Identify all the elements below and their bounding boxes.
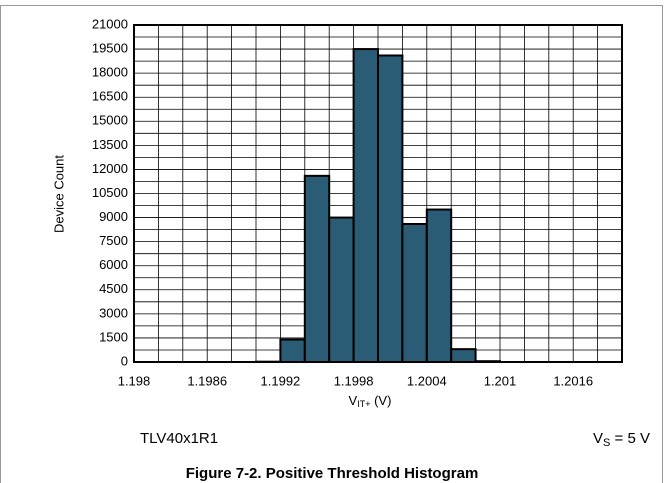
x-tick-label: 1.2004 bbox=[407, 373, 447, 388]
x-tick-label: 1.1992 bbox=[261, 373, 301, 388]
y-tick-label: 9000 bbox=[99, 209, 128, 224]
supply-main: V bbox=[593, 430, 603, 447]
x-tick-label: 1.2016 bbox=[553, 373, 593, 388]
y-tick-label: 18000 bbox=[92, 65, 128, 80]
bar bbox=[352, 48, 380, 363]
bar bbox=[425, 208, 453, 363]
y-tick-label: 1500 bbox=[99, 329, 128, 344]
x-tick-label: 1.201 bbox=[484, 373, 517, 388]
chart-title: Figure 7-2. Positive Threshold Histogram bbox=[186, 465, 479, 482]
y-tick-label: 4500 bbox=[99, 281, 128, 296]
bar bbox=[303, 174, 331, 363]
supply-annotation: VS = 5 V bbox=[593, 430, 650, 449]
bar bbox=[450, 348, 477, 363]
y-tick-label: 19500 bbox=[92, 41, 128, 56]
plot-border bbox=[133, 24, 623, 363]
x-label-sub: IT+ bbox=[357, 399, 370, 409]
y-tick-label: 21000 bbox=[92, 16, 128, 31]
x-label-main: V bbox=[349, 393, 358, 408]
y-tick-label: 16500 bbox=[92, 89, 128, 104]
y-tick-label: 0 bbox=[121, 353, 128, 368]
y-tick-label: 12000 bbox=[92, 161, 128, 176]
device-annotation: TLV40x1R1 bbox=[140, 430, 218, 447]
y-tick-label: 15000 bbox=[92, 113, 128, 128]
x-label-unit: (V) bbox=[370, 393, 391, 408]
x-tick-label: 1.1998 bbox=[334, 373, 374, 388]
x-tick-label: 1.1986 bbox=[187, 373, 227, 388]
y-tick-label: 6000 bbox=[99, 257, 128, 272]
y-tick-label: 7500 bbox=[99, 233, 128, 248]
x-tick-label: 1.198 bbox=[118, 373, 151, 388]
supply-rest: = 5 V bbox=[610, 430, 650, 447]
y-tick-label: 13500 bbox=[92, 137, 128, 152]
supply-sub: S bbox=[603, 437, 610, 449]
bar bbox=[279, 338, 306, 363]
bar bbox=[328, 216, 355, 363]
bar bbox=[401, 222, 428, 363]
x-axis-label: VIT+ (V) bbox=[349, 393, 392, 409]
y-tick-label: 10500 bbox=[92, 185, 128, 200]
y-axis-label: Device Count bbox=[51, 155, 66, 233]
y-tick-label: 3000 bbox=[99, 305, 128, 320]
bar bbox=[377, 54, 404, 363]
